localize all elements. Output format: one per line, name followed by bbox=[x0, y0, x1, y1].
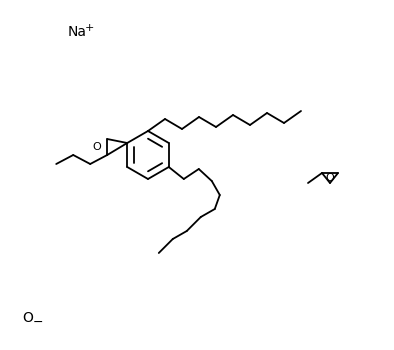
Text: O: O bbox=[22, 311, 33, 325]
Text: Na: Na bbox=[68, 25, 87, 39]
Text: +: + bbox=[85, 23, 95, 33]
Text: O: O bbox=[325, 173, 335, 183]
Text: −: − bbox=[33, 315, 43, 329]
Text: O: O bbox=[93, 142, 101, 152]
